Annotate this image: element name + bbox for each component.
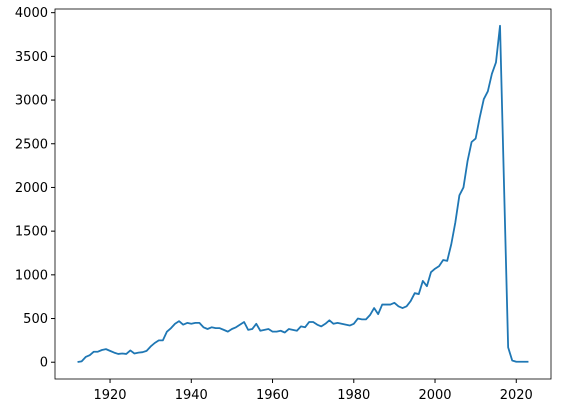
- y-tick-label: 0: [40, 356, 48, 371]
- axes-frame: [54, 8, 552, 380]
- x-tick-label: 1920: [93, 388, 126, 403]
- x-tick-label: 2000: [418, 388, 451, 403]
- y-tick-label: 2000: [15, 181, 48, 196]
- y-tick-label: 2500: [15, 137, 48, 152]
- line: [77, 24, 529, 363]
- y-tick-label: 3500: [15, 50, 48, 65]
- y-tick-label: 500: [23, 312, 48, 327]
- x-tick-label: 1980: [337, 388, 370, 403]
- y-tick-label: 1500: [15, 225, 48, 240]
- x-tick-label: 1940: [175, 388, 208, 403]
- y-tick-label: 3000: [15, 94, 48, 109]
- y-tick-label: 1000: [15, 268, 48, 283]
- y-tick-label: 4000: [15, 6, 48, 21]
- x-tick-label: 2020: [500, 388, 533, 403]
- x-tick-label: 1960: [256, 388, 289, 403]
